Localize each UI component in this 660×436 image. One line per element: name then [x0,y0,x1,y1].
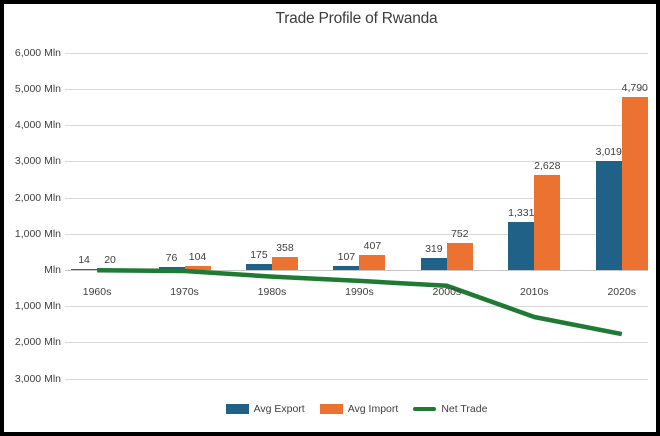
legend-swatch-bar-icon [225,404,249,414]
bar-avg-export-1980s [245,263,272,270]
bar-value-label: 175 [250,248,268,261]
bar-value-label: 4,790 [621,81,648,94]
bar-value-label: 3,019 [595,145,622,158]
bar-value-label: 76 [165,252,178,265]
gridline [65,306,648,308]
chart-title: Trade Profile of Rwanda [275,10,438,27]
gridline [65,125,648,127]
chart-canvas: Trade Profile of Rwanda 6,000 Mln 5,000 M… [4,4,656,432]
gridline [65,270,648,271]
legend-item-net-trade: Net Trade [413,403,487,415]
bar-avg-import-2010s [534,174,561,270]
y-axis-tick-label: 1,000 Mln [14,300,61,313]
bar-avg-export-2020s [595,160,622,270]
y-axis-tick-label: 5,000 Mln [14,83,61,95]
y-axis-tick-label: 2,000 Mln [14,336,61,349]
bar-value-label: 2,628 [534,159,561,172]
gridline [65,342,648,344]
x-axis-category-label: 1970s [170,286,199,298]
gridline [65,89,648,90]
y-axis-tick-label: 1,000 Mln [14,227,61,240]
gridline [65,161,648,163]
x-axis-category-label: 1980s [257,286,287,298]
y-axis-tick-label: 2,000 Mln [14,191,61,204]
y-axis-tick-label: 4,000 Mln [14,119,61,132]
bar-value-label: 358 [276,242,294,255]
x-axis-category-label: 1990s [345,286,374,298]
legend-label: Avg Export [253,403,305,415]
bar-value-label: 14 [78,254,90,267]
bar-value-label: 104 [188,251,207,264]
bar-value-label: 752 [451,227,469,240]
y-axis-tick-label: Mln [44,264,61,276]
x-axis-category-label: 1960s [82,286,112,298]
bar-avg-export-1960s [71,269,98,270]
legend-item-avg-export: Avg Export [225,403,305,415]
legend: Avg Export Avg Import Net Trade [65,401,648,417]
gridline [65,233,648,235]
x-axis-category-label: 2010s [520,286,549,298]
bar-avg-import-2020s [621,96,648,270]
legend-label: Net Trade [441,403,488,415]
bar-value-label: 319 [425,243,443,256]
bar-avg-export-1990s [333,266,360,270]
bar-avg-import-1990s [359,255,386,270]
bar-value-label: 407 [363,240,382,253]
legend-swatch-bar-icon [319,404,343,414]
bar-avg-import-1960s [97,269,124,270]
legend-swatch-line-icon [413,407,437,411]
bar-value-label: 107 [337,251,356,264]
gridline [65,52,648,54]
gridline [65,378,648,380]
bar-avg-export-2000s [420,258,447,270]
y-axis-tick-label: 6,000 Mln [14,46,61,59]
legend-item-avg-import: Avg Import [319,403,399,415]
x-axis-category-label: 2020s [607,286,637,298]
legend-label: Avg Import [347,403,399,415]
bar-avg-import-1980s [271,257,298,270]
bar-avg-import-2000s [446,242,473,270]
bar-avg-export-2010s [508,221,535,270]
bar-value-label: 1,331 [508,206,535,219]
bar-avg-import-1970s [184,266,211,270]
bar-value-label: 20 [104,254,116,267]
y-axis-tick-label: 3,000 Mln [14,155,61,168]
gridline [65,197,648,199]
y-axis-tick-label: 3,000 Mln [14,372,61,385]
x-axis-category-label: 2000s [432,286,462,298]
bar-avg-export-1970s [158,267,185,270]
